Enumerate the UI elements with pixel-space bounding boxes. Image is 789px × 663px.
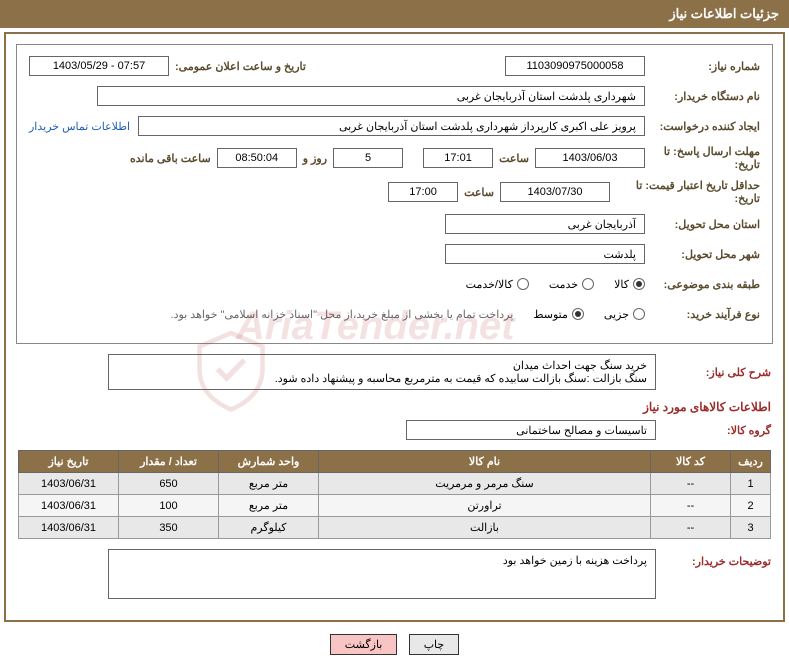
details-fieldset: شماره نیاز: 1103090975000058 تاریخ و ساع… (16, 44, 773, 344)
radio-group-purchase: جزیی متوسط (533, 308, 645, 321)
value-need-number: 1103090975000058 (505, 56, 645, 76)
table-cell: کیلوگرم (219, 517, 319, 539)
row-buyer-notes: توضیحات خریدار: پرداخت هزینه با زمین خوا… (18, 549, 771, 599)
table-cell: -- (651, 517, 731, 539)
purchase-note: پرداخت تمام یا بخشی از مبلغ خرید،از محل … (29, 308, 513, 321)
row-response-deadline: مهلت ارسال پاسخ: تا تاریخ: 1403/06/03 سا… (29, 145, 760, 171)
main-panel: AriaTender.net شماره نیاز: 1103090975000… (4, 32, 785, 622)
value-price-time: 17:00 (388, 182, 458, 202)
radio-jozi[interactable]: جزیی (604, 308, 645, 321)
value-goods-group: تاسیسات و مصالح ساختمانی (406, 420, 656, 440)
table-cell: 3 (731, 517, 771, 539)
table-cell: متر مربع (219, 495, 319, 517)
label-response-deadline: مهلت ارسال پاسخ: تا تاریخ: (645, 145, 760, 171)
radio-group-subject: کالا خدمت کالا/خدمت (466, 278, 645, 291)
th-qty: تعداد / مقدار (119, 451, 219, 473)
table-row: 2--تراورتنمتر مربع1001403/06/31 (19, 495, 771, 517)
value-buyer-org: شهرداری پلدشت استان آذربایجان غربی (97, 86, 645, 106)
table-cell: 1403/06/31 (19, 473, 119, 495)
table-cell: 1403/06/31 (19, 517, 119, 539)
value-days-remaining: 5 (333, 148, 403, 168)
label-need-number: شماره نیاز: (645, 60, 760, 73)
table-cell: بازالت (319, 517, 651, 539)
th-unit: واحد شمارش (219, 451, 319, 473)
row-requester: ایجاد کننده درخواست: پرویز علی اکبری کار… (29, 115, 760, 137)
radio-icon (633, 308, 645, 320)
table-cell: 1 (731, 473, 771, 495)
value-delivery-city: پلدشت (445, 244, 645, 264)
table-cell: متر مربع (219, 473, 319, 495)
table-cell: 100 (119, 495, 219, 517)
label-deadline-timeword: ساعت (499, 152, 529, 165)
radio-icon (572, 308, 584, 320)
radio-icon (517, 278, 529, 290)
label-price-validity: حداقل تاریخ اعتبار قیمت: تا تاریخ: (610, 179, 760, 205)
value-requester: پرویز علی اکبری کارپرداز شهرداری پلدشت ا… (138, 116, 645, 136)
row-delivery-city: شهر محل تحویل: پلدشت (29, 243, 760, 265)
radio-motavaset[interactable]: متوسط (533, 308, 584, 321)
th-date: تاریخ نیاز (19, 451, 119, 473)
radio-kala-khedmat[interactable]: کالا/خدمت (466, 278, 529, 291)
page-header: جزئیات اطلاعات نیاز (0, 0, 789, 28)
label-buyer-notes: توضیحات خریدار: (656, 549, 771, 568)
label-remaining-word: ساعت باقی مانده (130, 152, 211, 165)
label-requester: ایجاد کننده درخواست: (645, 120, 760, 133)
radio-icon (582, 278, 594, 290)
label-purchase-type: نوع فرآیند خرید: (645, 308, 760, 321)
label-delivery-province: استان محل تحویل: (645, 218, 760, 231)
row-need-summary: شرح کلی نیاز: خرید سنگ جهت احداث میدان س… (18, 354, 771, 390)
table-cell: 350 (119, 517, 219, 539)
radio-kala[interactable]: کالا (614, 278, 645, 291)
table-cell: -- (651, 473, 731, 495)
value-time-remaining: 08:50:04 (217, 148, 297, 168)
value-delivery-province: آذربایجان غربی (445, 214, 645, 234)
table-cell: -- (651, 495, 731, 517)
table-row: 3--بازالتکیلوگرم3501403/06/31 (19, 517, 771, 539)
row-delivery-province: استان محل تحویل: آذربایجان غربی (29, 213, 760, 235)
table-cell: 2 (731, 495, 771, 517)
goods-table: ردیف کد کالا نام کالا واحد شمارش تعداد /… (18, 450, 771, 539)
th-code: کد کالا (651, 451, 731, 473)
value-deadline-time: 17:01 (423, 148, 493, 168)
buyer-contact-link[interactable]: اطلاعات تماس خریدار (29, 120, 130, 133)
label-price-timeword: ساعت (464, 186, 494, 199)
row-price-validity: حداقل تاریخ اعتبار قیمت: تا تاریخ: 1403/… (29, 179, 760, 205)
table-header-row: ردیف کد کالا نام کالا واحد شمارش تعداد /… (19, 451, 771, 473)
table-cell: سنگ مرمر و مرمریت (319, 473, 651, 495)
value-price-date: 1403/07/30 (500, 182, 610, 202)
goods-info-title: اطلاعات کالاهای مورد نیاز (18, 400, 771, 414)
value-need-summary: خرید سنگ جهت احداث میدان سنگ بازالت :سنگ… (108, 354, 656, 390)
value-announce-dt: 07:57 - 1403/05/29 (29, 56, 169, 76)
row-buyer-org: نام دستگاه خریدار: شهرداری پلدشت استان آ… (29, 85, 760, 107)
label-delivery-city: شهر محل تحویل: (645, 248, 760, 261)
label-buyer-org: نام دستگاه خریدار: (645, 90, 760, 103)
row-goods-group: گروه کالا: تاسیسات و مصالح ساختمانی (18, 420, 771, 440)
radio-khedmat[interactable]: خدمت (549, 278, 594, 291)
value-deadline-date: 1403/06/03 (535, 148, 645, 168)
table-row: 1--سنگ مرمر و مرمریتمتر مربع6501403/06/3… (19, 473, 771, 495)
value-buyer-notes: پرداخت هزینه با زمین خواهد بود (108, 549, 656, 599)
row-purchase-type: نوع فرآیند خرید: جزیی متوسط پرداخت تمام … (29, 303, 760, 325)
th-name: نام کالا (319, 451, 651, 473)
label-need-summary: شرح کلی نیاز: (656, 366, 771, 379)
row-subject-class: طبقه بندی موضوعی: کالا خدمت کالا/خدمت (29, 273, 760, 295)
radio-icon (633, 278, 645, 290)
th-row: ردیف (731, 451, 771, 473)
label-announce-dt: تاریخ و ساعت اعلان عمومی: (175, 60, 306, 73)
table-cell: 650 (119, 473, 219, 495)
table-cell: 1403/06/31 (19, 495, 119, 517)
back-button[interactable]: بازگشت (330, 634, 398, 655)
label-goods-group: گروه کالا: (656, 424, 771, 437)
label-days-word: روز و (303, 152, 327, 165)
button-bar: چاپ بازگشت (0, 626, 789, 663)
label-subject-class: طبقه بندی موضوعی: (645, 278, 760, 291)
table-cell: تراورتن (319, 495, 651, 517)
row-need-number: شماره نیاز: 1103090975000058 تاریخ و ساع… (29, 55, 760, 77)
print-button[interactable]: چاپ (409, 634, 460, 655)
page-title: جزئیات اطلاعات نیاز (669, 6, 779, 21)
